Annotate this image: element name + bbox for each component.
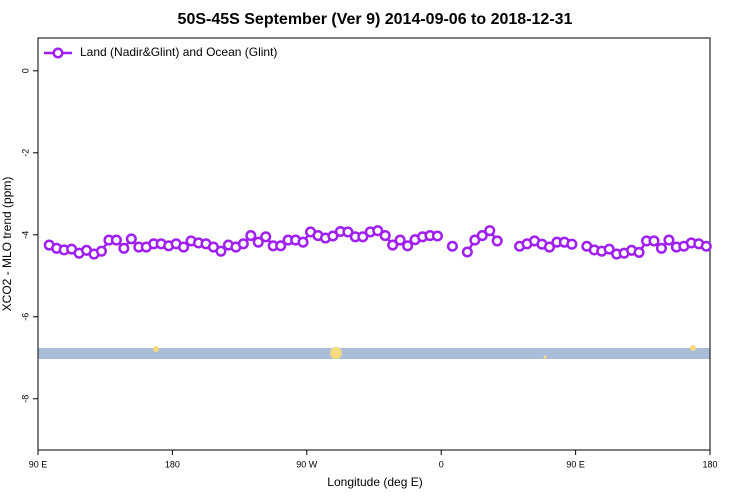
data-point bbox=[387, 239, 399, 251]
land-marker bbox=[153, 346, 159, 352]
data-point bbox=[95, 245, 108, 257]
x-tick-label: 90 W bbox=[296, 459, 318, 469]
data-point bbox=[484, 225, 496, 237]
y-tick-label: -6 bbox=[20, 313, 30, 321]
land-band bbox=[38, 348, 710, 359]
y-tick-label: -2 bbox=[20, 149, 30, 157]
x-tick-label: 180 bbox=[165, 459, 180, 469]
data-point bbox=[446, 240, 458, 252]
data-point bbox=[357, 231, 369, 243]
data-point bbox=[342, 226, 354, 238]
data-point bbox=[252, 236, 264, 248]
y-tick-label: -8 bbox=[20, 395, 30, 403]
x-tick-label: 90 E bbox=[29, 459, 48, 469]
data-point bbox=[297, 236, 309, 248]
data-point bbox=[245, 230, 257, 242]
data-point bbox=[275, 240, 287, 252]
y-tick-label: -4 bbox=[20, 231, 30, 239]
x-tick-label: 90 E bbox=[566, 459, 585, 469]
data-point bbox=[648, 235, 660, 247]
x-tick-label: 0 bbox=[439, 459, 444, 469]
data-point bbox=[655, 242, 668, 254]
legend-label: Land (Nadir&Glint) and Ocean (Glint) bbox=[80, 45, 277, 59]
land-marker bbox=[543, 355, 547, 359]
data-point bbox=[431, 230, 444, 242]
data-point bbox=[476, 230, 488, 242]
x-tick-label: 180 bbox=[702, 459, 717, 469]
data-point bbox=[491, 235, 503, 247]
data-point bbox=[372, 225, 384, 237]
land-marker bbox=[330, 347, 342, 359]
data-point bbox=[603, 243, 615, 255]
data-point bbox=[461, 246, 473, 258]
y-tick-label: 0 bbox=[20, 68, 30, 73]
data-point bbox=[402, 240, 414, 252]
data-point bbox=[110, 234, 122, 246]
legend-marker bbox=[52, 47, 64, 59]
data-point bbox=[215, 245, 227, 257]
data-point bbox=[118, 242, 130, 254]
data-point bbox=[237, 238, 249, 250]
data-point bbox=[633, 246, 645, 258]
data-point bbox=[543, 241, 556, 253]
data-point bbox=[260, 231, 272, 243]
x-axis-title: Longitude (deg E) bbox=[327, 475, 422, 489]
data-point bbox=[663, 234, 675, 246]
data-point bbox=[566, 238, 578, 250]
data-point bbox=[379, 230, 391, 242]
data-point bbox=[178, 241, 190, 253]
data-point bbox=[394, 234, 406, 246]
land-marker bbox=[690, 345, 696, 351]
data-point bbox=[700, 240, 712, 252]
data-point bbox=[125, 233, 137, 245]
y-axis-title: XCO2 - MLO trend (ppm) bbox=[0, 177, 14, 312]
chart-title: 50S-45S September (Ver 9) 2014-09-06 to … bbox=[178, 11, 573, 28]
